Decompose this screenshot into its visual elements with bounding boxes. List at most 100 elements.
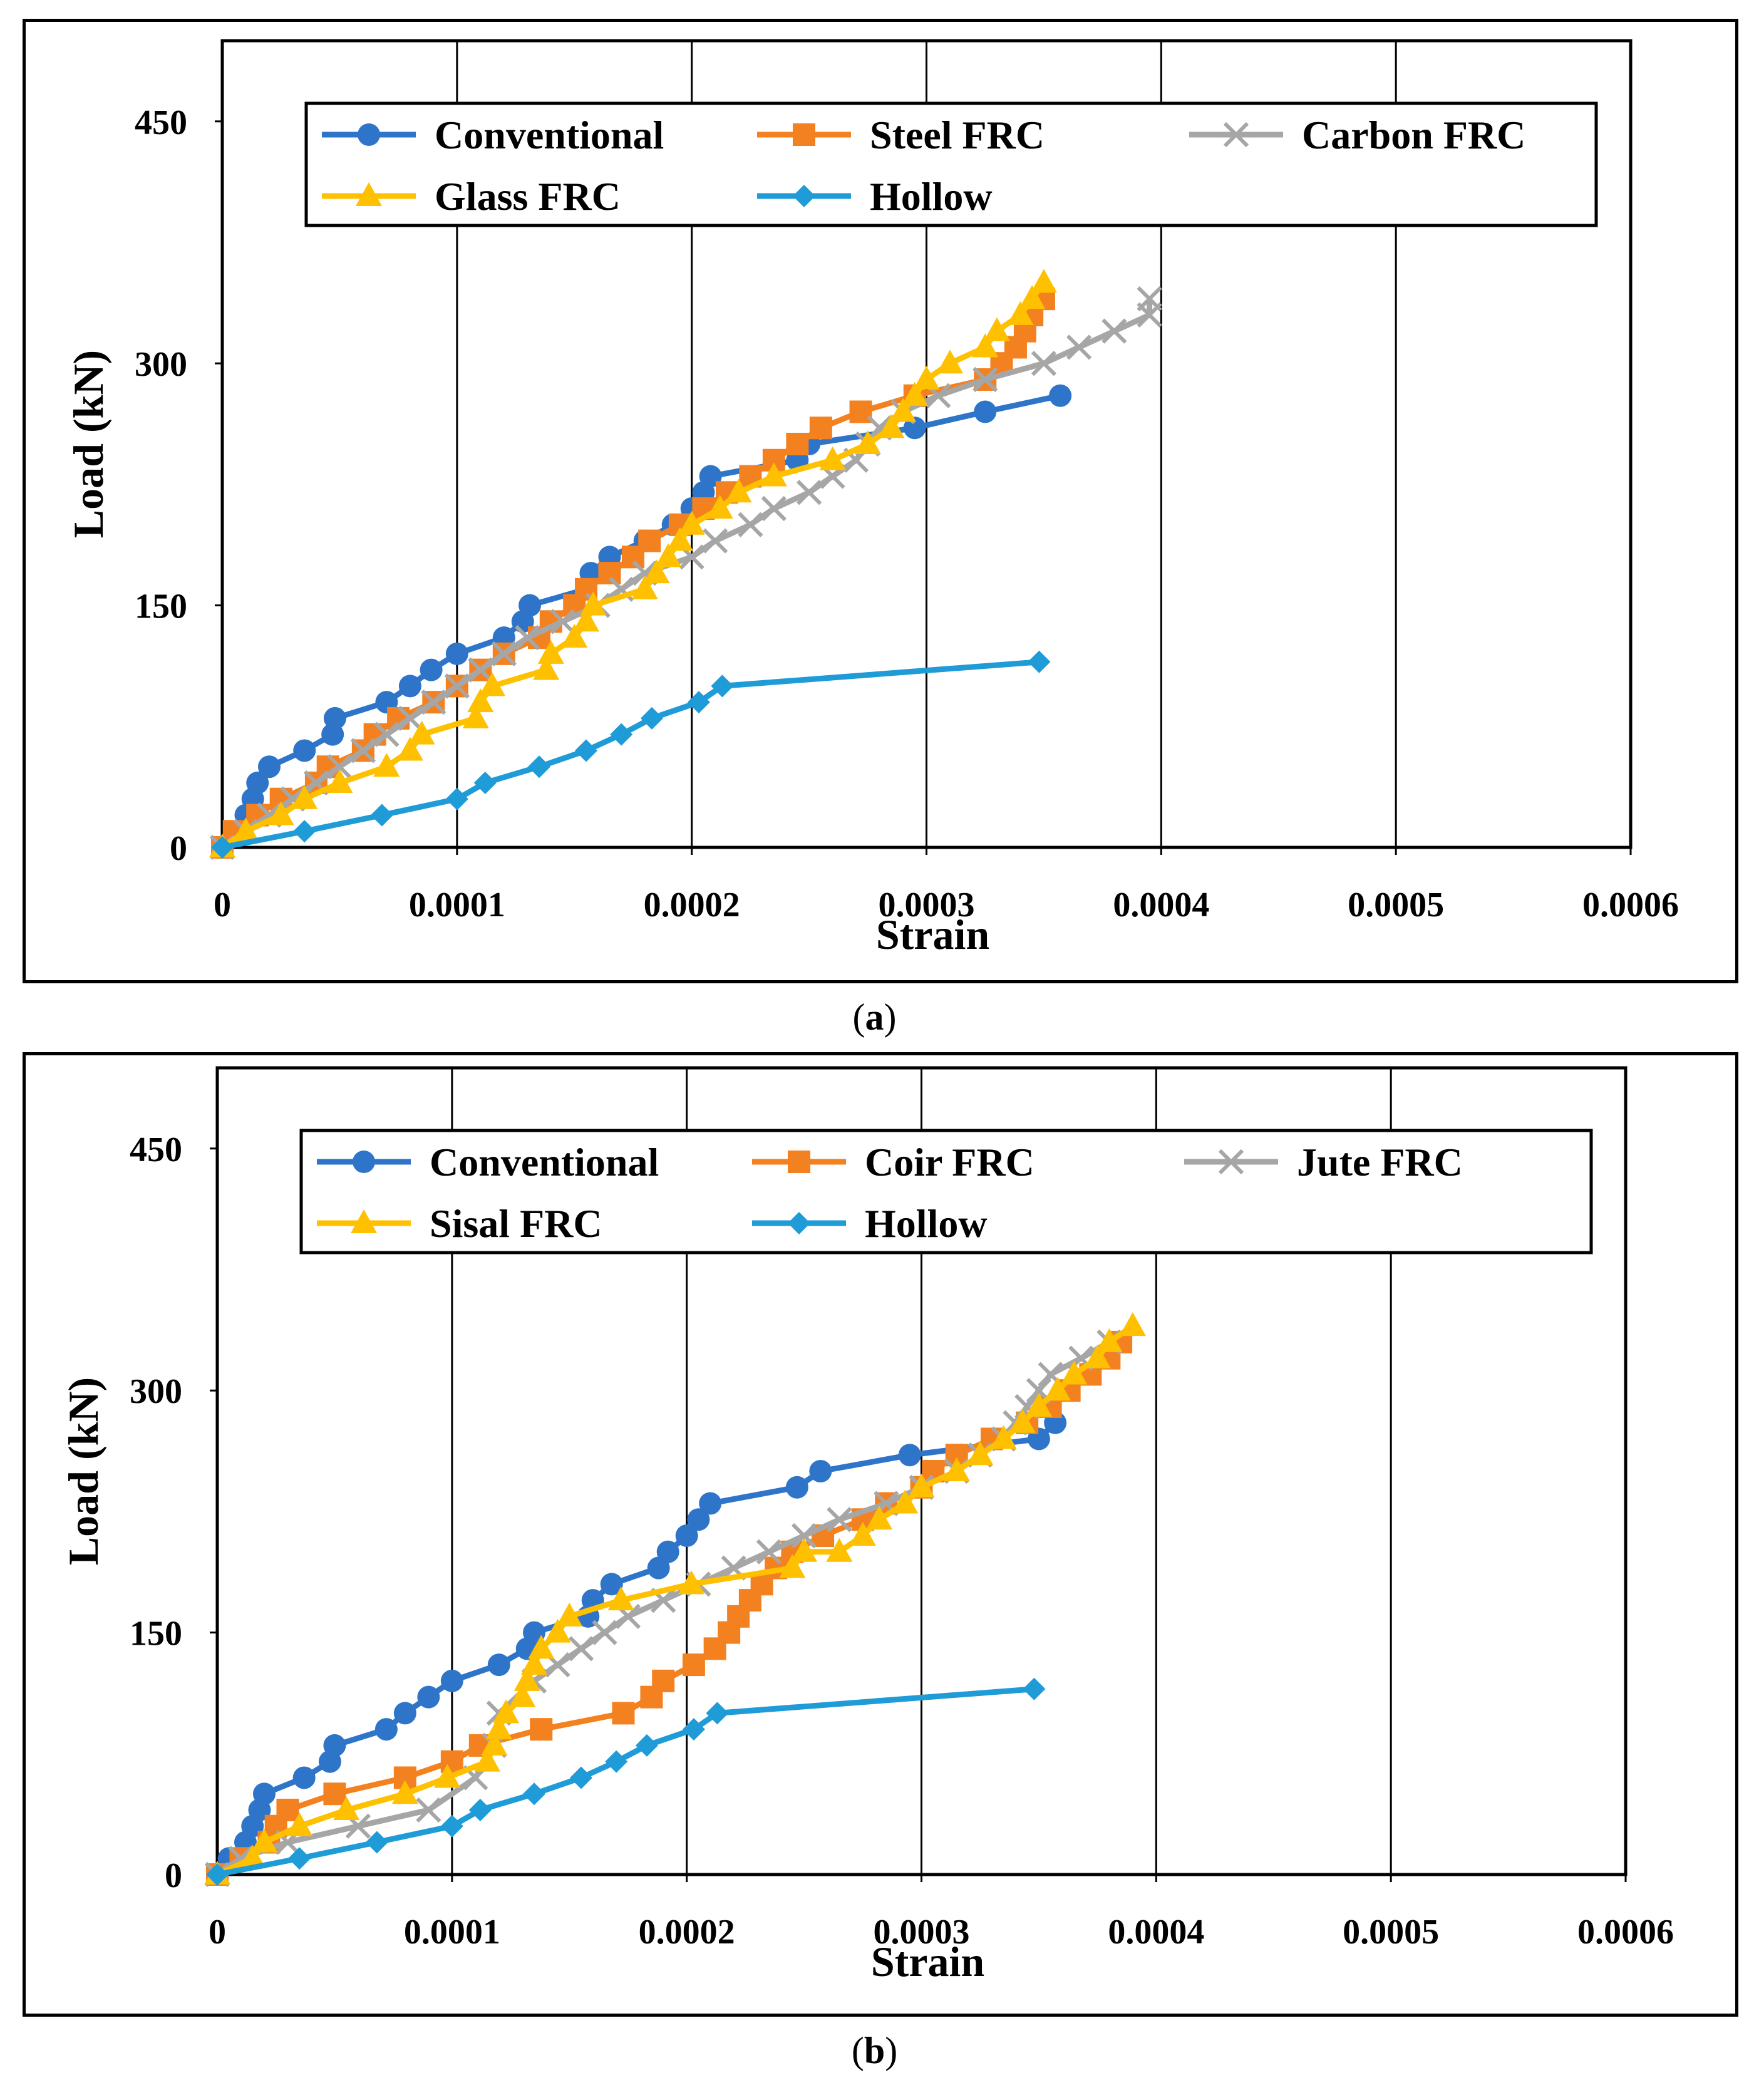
a-x-tick-label: 0.0002 (644, 886, 740, 924)
a-data-point (903, 416, 926, 440)
a-data-point-stroke-2 (1137, 286, 1162, 312)
b-data-point (785, 1476, 808, 1499)
a-data-point (350, 738, 376, 763)
a-data-point (974, 400, 997, 423)
b-data-point (365, 1831, 388, 1854)
a-data-point (445, 787, 468, 810)
a-y-tick-label: 300 (135, 345, 187, 384)
b-data-point (416, 1797, 441, 1823)
a-data-point-stroke-2 (280, 786, 306, 812)
a-data-point (936, 349, 963, 374)
b-x-tick-label: 0 (209, 1913, 226, 1952)
b-data-point-stroke-2 (827, 1507, 852, 1533)
a-data-point (983, 317, 1010, 341)
chart-a: 0 0.0001 0.0002 0.0003 0.0004 0.0005 0.0006 0 15… (64, 39, 1679, 958)
b-data-point (706, 1702, 729, 1725)
a-data-point-stroke-2 (397, 705, 423, 732)
b-data-point (652, 1669, 675, 1692)
b-data-point (892, 1489, 919, 1514)
a-legend-swatch-marker (356, 182, 382, 206)
a-data-point-stroke-2 (703, 528, 728, 554)
b-data-point-stroke-2 (545, 1652, 570, 1678)
b-legend-item: Hollow (752, 1201, 988, 1246)
b-y-tick-label: 0 (165, 1856, 182, 1895)
b-series-hollow (206, 1677, 1046, 1886)
b-data-point (1119, 1312, 1146, 1337)
a-data-point (211, 836, 234, 859)
a-data-point (468, 657, 493, 683)
a-data-point (655, 543, 682, 567)
b-data-point (481, 1731, 508, 1756)
b-data-point (809, 1460, 832, 1482)
b-data-point-stroke-2 (592, 1620, 617, 1645)
a-data-point-stroke-2 (1031, 351, 1057, 376)
b-data-point (239, 1844, 266, 1869)
a-data-point (638, 529, 661, 552)
a-data-point (370, 804, 393, 827)
a-data-point-stroke-2 (550, 609, 575, 634)
a-data-point (878, 414, 905, 438)
b-data-point (417, 1685, 440, 1709)
chart-b: 0 0.0001 0.0002 0.0003 0.0004 0.0005 0.0006 0 15… (59, 1066, 1674, 1985)
b-data-point (288, 1847, 311, 1870)
a-x-tick-label: 0.0006 (1582, 886, 1679, 924)
b-legend-swatch-marker (353, 1151, 375, 1173)
a-data-point (445, 642, 468, 665)
b-data-point (1061, 1360, 1088, 1385)
a-data-point (479, 672, 506, 696)
b-data-point (779, 1554, 806, 1578)
a-data-point (491, 641, 517, 667)
b-legend-swatch-marker (1218, 1149, 1244, 1175)
b-y-tick-label: 150 (130, 1615, 182, 1653)
a-data-point (640, 706, 663, 730)
a-data-point (515, 624, 540, 651)
a-data-point (257, 755, 281, 778)
b-data-point (1096, 1328, 1123, 1352)
b-legend: Conventional Coir FRC Jute FRC Sisal FRC Hol… (299, 1129, 1593, 1254)
a-x-tick-label: 0 (214, 886, 231, 924)
panel-a-caption: (a) (852, 996, 897, 1038)
a-data-point-stroke-2 (1102, 318, 1127, 344)
a-data-point (267, 801, 294, 825)
b-data-point (678, 1570, 705, 1595)
a-legend-item: Hollow (757, 174, 993, 219)
a-legend-item: Glass FRC (322, 174, 621, 219)
b-data-point (990, 1425, 1017, 1449)
a-data-point (444, 673, 470, 699)
b-data-point (826, 1538, 853, 1562)
a-legend-item: Conventional (322, 113, 664, 157)
b-legend-label: Jute FRC (1297, 1140, 1463, 1184)
a-data-point-stroke-2 (761, 495, 787, 522)
a-data-point (574, 739, 597, 762)
b-data-point (556, 1602, 583, 1627)
a-data-point-stroke-2 (1066, 334, 1092, 360)
a-data-point (550, 609, 575, 634)
a-data-point (738, 512, 763, 537)
a-data-point (1019, 285, 1046, 309)
b-data-point (1044, 1377, 1071, 1401)
b-data-point (391, 1780, 418, 1804)
a-data-point (1102, 318, 1127, 344)
b-legend-swatch-marker (351, 1209, 377, 1233)
b-data-point-stroke-2 (416, 1797, 441, 1823)
a-data-point (972, 333, 999, 358)
a-data-point (1028, 650, 1051, 673)
b-series-sisal-frc (204, 1312, 1146, 1885)
b-data-point-stroke-2 (1038, 1362, 1063, 1387)
a-data-point-stroke-2 (867, 415, 892, 441)
b-legend-item: Coir FRC (752, 1140, 1034, 1184)
b-data-point (523, 1782, 546, 1806)
a-data-point (643, 559, 670, 584)
b-data-point (1084, 1344, 1111, 1368)
chart-body: 0 0.0001 0.0002 0.0003 0.0004 0.0005 0.0006 0 15… (59, 1066, 1674, 1985)
a-data-point (706, 495, 733, 519)
b-data-point-stroke-2 (615, 1603, 641, 1629)
a-data-point (761, 495, 787, 522)
b-data-point-stroke-2 (791, 1523, 817, 1549)
b-legend-item: Sisal FRC (317, 1201, 602, 1246)
a-data-point-stroke-2 (515, 624, 540, 651)
a-y-tick-label: 0 (170, 829, 187, 868)
b-data-point (521, 1651, 548, 1675)
b-data-point (898, 1444, 921, 1467)
b-data-point (292, 1766, 316, 1789)
